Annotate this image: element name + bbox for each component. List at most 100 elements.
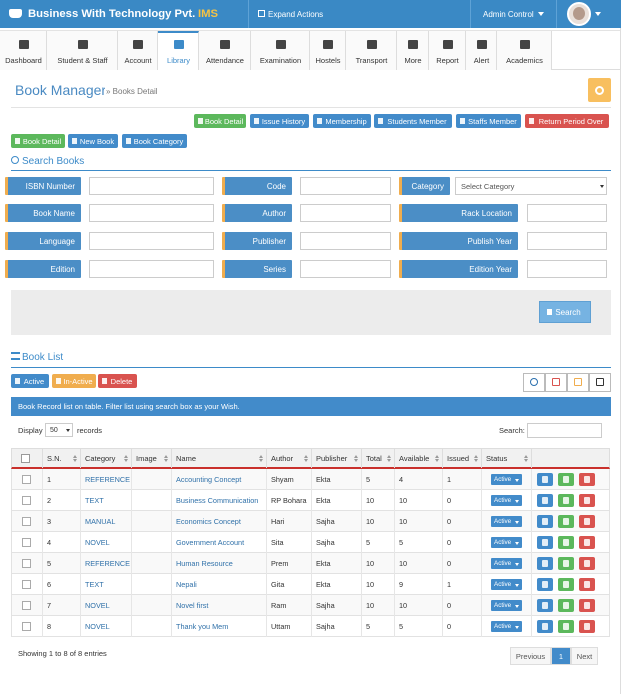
search-button[interactable]: Search — [539, 301, 591, 323]
field-input[interactable] — [527, 204, 607, 222]
cell-category[interactable]: NOVEL — [85, 601, 110, 610]
column-header[interactable]: Status — [486, 454, 508, 463]
cell-name[interactable]: Human Resource — [176, 559, 233, 568]
admin-control[interactable]: Admin Control — [483, 9, 534, 19]
column-header[interactable]: Category — [85, 454, 116, 463]
tool-button[interactable] — [589, 373, 611, 392]
cell-category[interactable]: NOVEL — [85, 538, 110, 547]
cell-name[interactable]: Novel first — [176, 601, 209, 610]
status-badge[interactable]: Active — [491, 537, 522, 548]
page-button[interactable]: Next — [571, 647, 598, 665]
expand-actions[interactable]: Expand Actions — [268, 9, 324, 19]
status-badge[interactable]: Active — [491, 495, 522, 506]
avatar-face — [573, 7, 585, 20]
nav-tab[interactable] — [466, 31, 497, 70]
nav-tab[interactable] — [158, 31, 199, 70]
action-button[interactable]: Students Member — [374, 114, 452, 128]
status-badge[interactable]: Active — [491, 600, 522, 611]
list-button[interactable]: Delete — [98, 374, 137, 388]
status-badge[interactable]: Active — [491, 516, 522, 527]
nav-tab[interactable] — [397, 31, 429, 70]
column-header[interactable]: Total — [366, 454, 382, 463]
nav-tab[interactable] — [199, 31, 251, 70]
nav-tab[interactable] — [497, 31, 552, 70]
cell-name[interactable]: Accounting Concept — [176, 475, 242, 484]
search-panel — [11, 290, 611, 335]
sub-tab[interactable]: Book Category — [122, 134, 187, 148]
nav-tab[interactable] — [118, 31, 158, 70]
field-input[interactable] — [527, 260, 607, 278]
row-checkbox[interactable] — [22, 559, 31, 568]
row-checkbox[interactable] — [22, 622, 31, 631]
cell-name[interactable]: Thank you Mem — [176, 622, 229, 631]
tool-button[interactable] — [567, 373, 589, 392]
column-header[interactable]: Available — [399, 454, 430, 463]
column-header[interactable]: Author — [271, 454, 294, 463]
field-input[interactable] — [527, 232, 607, 250]
column-divider — [171, 490, 172, 511]
cell-category[interactable]: NOVEL — [85, 622, 110, 631]
nav-tab[interactable] — [0, 31, 47, 70]
button-icon — [460, 118, 465, 124]
status-badge[interactable]: Active — [491, 558, 522, 569]
column-header[interactable]: Name — [176, 454, 197, 463]
field-input[interactable] — [300, 204, 391, 222]
cell-category[interactable]: REFERENCE — [85, 559, 130, 568]
header-checkbox[interactable] — [21, 454, 30, 463]
column-header[interactable]: Image — [136, 454, 157, 463]
page-size-select[interactable]: 50 — [45, 423, 73, 437]
nav-tab[interactable] — [251, 31, 310, 70]
status-badge[interactable]: Active — [491, 621, 522, 632]
status-badge[interactable]: Active — [491, 474, 522, 485]
column-header[interactable]: S.N. — [47, 454, 62, 463]
column-divider — [171, 574, 172, 595]
cell-name[interactable]: Economics Concept — [176, 517, 241, 526]
nav-tab[interactable] — [310, 31, 346, 70]
sub-tab[interactable]: Book Detail — [11, 134, 65, 148]
cell-category[interactable]: MANUAL — [85, 517, 116, 526]
row-checkbox[interactable] — [22, 517, 31, 526]
field-input[interactable] — [89, 204, 214, 222]
field-input[interactable] — [89, 232, 214, 250]
category-select[interactable]: Select Category — [455, 177, 607, 195]
action-button[interactable]: Membership — [313, 114, 371, 128]
action-button[interactable]: Staffs Member — [456, 114, 521, 128]
action-button[interactable]: Book Detail — [194, 114, 246, 128]
status-badge[interactable]: Active — [491, 579, 522, 590]
page-button[interactable]: 1 — [551, 647, 571, 665]
nav-tab[interactable] — [346, 31, 397, 70]
row-action-icon — [563, 602, 569, 609]
action-button[interactable]: Return Period Over — [525, 114, 609, 128]
sub-tab[interactable]: New Book — [68, 134, 118, 148]
list-button[interactable]: Active — [11, 374, 49, 388]
tool-button[interactable] — [545, 373, 567, 392]
action-button[interactable]: Issue History — [250, 114, 309, 128]
column-header[interactable]: Publisher — [316, 454, 348, 463]
field-input[interactable] — [89, 260, 214, 278]
field-input[interactable] — [300, 260, 391, 278]
cell-category[interactable]: REFERENCE — [85, 475, 130, 484]
row-checkbox[interactable] — [22, 496, 31, 505]
cell-category[interactable]: TEXT — [85, 580, 104, 589]
display-label: Display — [18, 425, 43, 435]
field-input[interactable] — [300, 232, 391, 250]
cell-name[interactable]: Business Communication — [176, 496, 259, 505]
row-checkbox[interactable] — [22, 475, 31, 484]
row-checkbox[interactable] — [22, 538, 31, 547]
cell-name[interactable]: Government Account — [176, 538, 245, 547]
table-search-input[interactable] — [527, 423, 602, 438]
cell-name[interactable]: Nepali — [176, 580, 197, 589]
row-checkbox[interactable] — [22, 580, 31, 589]
field-input[interactable] — [89, 177, 214, 195]
page-button[interactable]: Previous — [510, 647, 551, 665]
column-divider — [481, 469, 482, 490]
nav-tab[interactable] — [429, 31, 466, 70]
field-input[interactable] — [300, 177, 391, 195]
row-checkbox[interactable] — [22, 601, 31, 610]
column-header[interactable]: Issued — [447, 454, 470, 463]
nav-tab[interactable] — [47, 31, 118, 70]
cell-category[interactable]: TEXT — [85, 496, 104, 505]
column-divider — [42, 616, 43, 637]
list-button[interactable]: In-Active — [52, 374, 96, 388]
